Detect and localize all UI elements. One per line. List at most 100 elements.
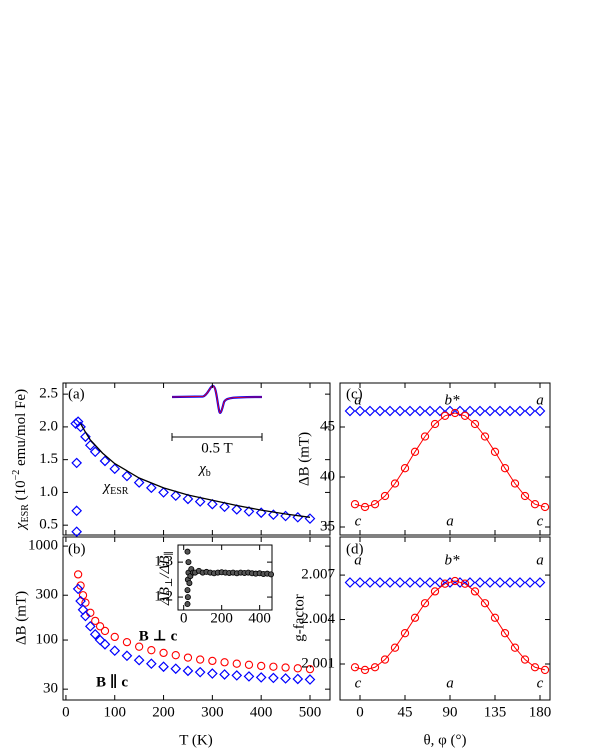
data-point — [158, 487, 169, 498]
data-point — [514, 405, 526, 417]
x-tick-label: 0 — [62, 704, 70, 720]
y-tick-label: 100 — [36, 631, 59, 647]
x-tick-label: 400 — [250, 704, 273, 720]
data-point — [194, 666, 206, 678]
data-point — [414, 577, 426, 588]
x-tick-label: 400 — [248, 610, 271, 626]
data-point — [208, 656, 217, 666]
data-point — [514, 577, 526, 588]
data-point — [72, 583, 84, 595]
data-point — [470, 587, 480, 596]
label-part: emu/mol Fe) — [13, 389, 29, 470]
data-point — [504, 405, 516, 417]
data-point — [186, 580, 193, 587]
data-point — [305, 664, 315, 674]
data-point — [146, 658, 157, 670]
y-axis-label: g-factor — [291, 594, 307, 641]
data-point — [400, 464, 410, 473]
data-point — [424, 405, 436, 417]
data-point — [374, 577, 386, 588]
data-point — [390, 643, 400, 652]
panel: 30 100 300 1000 0 100 200 300 400 500 ΔB (mT) T (K)… — [13, 536, 331, 748]
data-point — [420, 432, 430, 441]
data-point — [231, 670, 243, 681]
data-point — [460, 411, 470, 420]
label-part: ∥ — [163, 551, 175, 556]
data-point — [490, 613, 500, 622]
data-point — [414, 405, 426, 417]
y-tick-label: 1.3 — [154, 554, 173, 570]
y-tick-label: 2.0 — [39, 418, 58, 434]
data-point — [354, 405, 366, 417]
y-tick-label: 45 — [320, 418, 335, 434]
data-point — [170, 490, 182, 502]
data-point — [430, 419, 440, 429]
y-tick-label: 0.5 — [39, 517, 58, 533]
x-tick-label: 300 — [201, 704, 224, 720]
data-point — [540, 665, 550, 675]
data-point — [71, 457, 83, 469]
data-point — [170, 663, 182, 675]
data-point — [304, 674, 316, 685]
data-point — [504, 577, 516, 588]
data-point — [243, 506, 255, 517]
data-point — [354, 577, 366, 588]
data-point — [75, 595, 86, 607]
data-point — [158, 661, 169, 673]
y-tick-label: 300 — [36, 587, 59, 603]
data-point — [80, 431, 91, 443]
panel: 1.2 1.3 0 200 400 ΔB⊥/ΔB∥ — [154, 544, 275, 626]
data-point — [500, 464, 510, 473]
y-tick-label: 2.004 — [301, 611, 335, 627]
y-tick-label: 2.007 — [301, 567, 335, 583]
y-axis-label: ΔB (mT) — [296, 432, 312, 486]
label-part: ESR — [110, 486, 129, 497]
annotation: χb — [197, 461, 211, 479]
series-line — [354, 580, 546, 671]
series-line — [80, 423, 311, 518]
data-point — [81, 598, 90, 607]
data-point — [440, 579, 450, 588]
data-point — [520, 655, 530, 664]
data-point — [460, 579, 470, 588]
data-point — [494, 577, 506, 588]
data-point — [404, 577, 416, 588]
annotation: b* — [445, 392, 461, 408]
data-point — [146, 482, 157, 494]
data-point — [534, 405, 546, 417]
panel-label: (c) — [346, 386, 363, 402]
data-point — [185, 559, 192, 566]
data-point — [219, 669, 230, 680]
data-point — [133, 477, 145, 488]
annotation: a — [536, 552, 544, 568]
data-point — [370, 500, 380, 509]
data-point — [524, 577, 536, 588]
data-point — [183, 653, 193, 662]
data-point — [380, 491, 390, 501]
label-part: /ΔB — [157, 556, 173, 579]
data-point — [182, 665, 194, 677]
data-point — [269, 662, 278, 671]
data-point — [257, 661, 266, 671]
data-point — [350, 500, 360, 509]
label-part: −2 — [11, 470, 22, 481]
annotation: c — [355, 675, 362, 691]
y-tick-label: 2.001 — [301, 655, 335, 671]
data-point — [400, 629, 410, 638]
data-point — [404, 405, 416, 417]
x-tick-label: 200 — [210, 610, 233, 626]
data-point — [147, 646, 156, 655]
annotation: a — [354, 392, 362, 408]
data-point — [80, 610, 91, 622]
y-axis-label: ΔB⊥/ΔB∥ — [157, 551, 175, 606]
label-part: ESR — [20, 504, 31, 523]
data-point — [490, 447, 500, 456]
data-point — [540, 502, 550, 512]
y-tick-label: 2.5 — [39, 386, 58, 402]
annotation: χESR — [102, 479, 129, 497]
x-tick-label: 90 — [443, 704, 458, 720]
data-point — [232, 659, 241, 668]
